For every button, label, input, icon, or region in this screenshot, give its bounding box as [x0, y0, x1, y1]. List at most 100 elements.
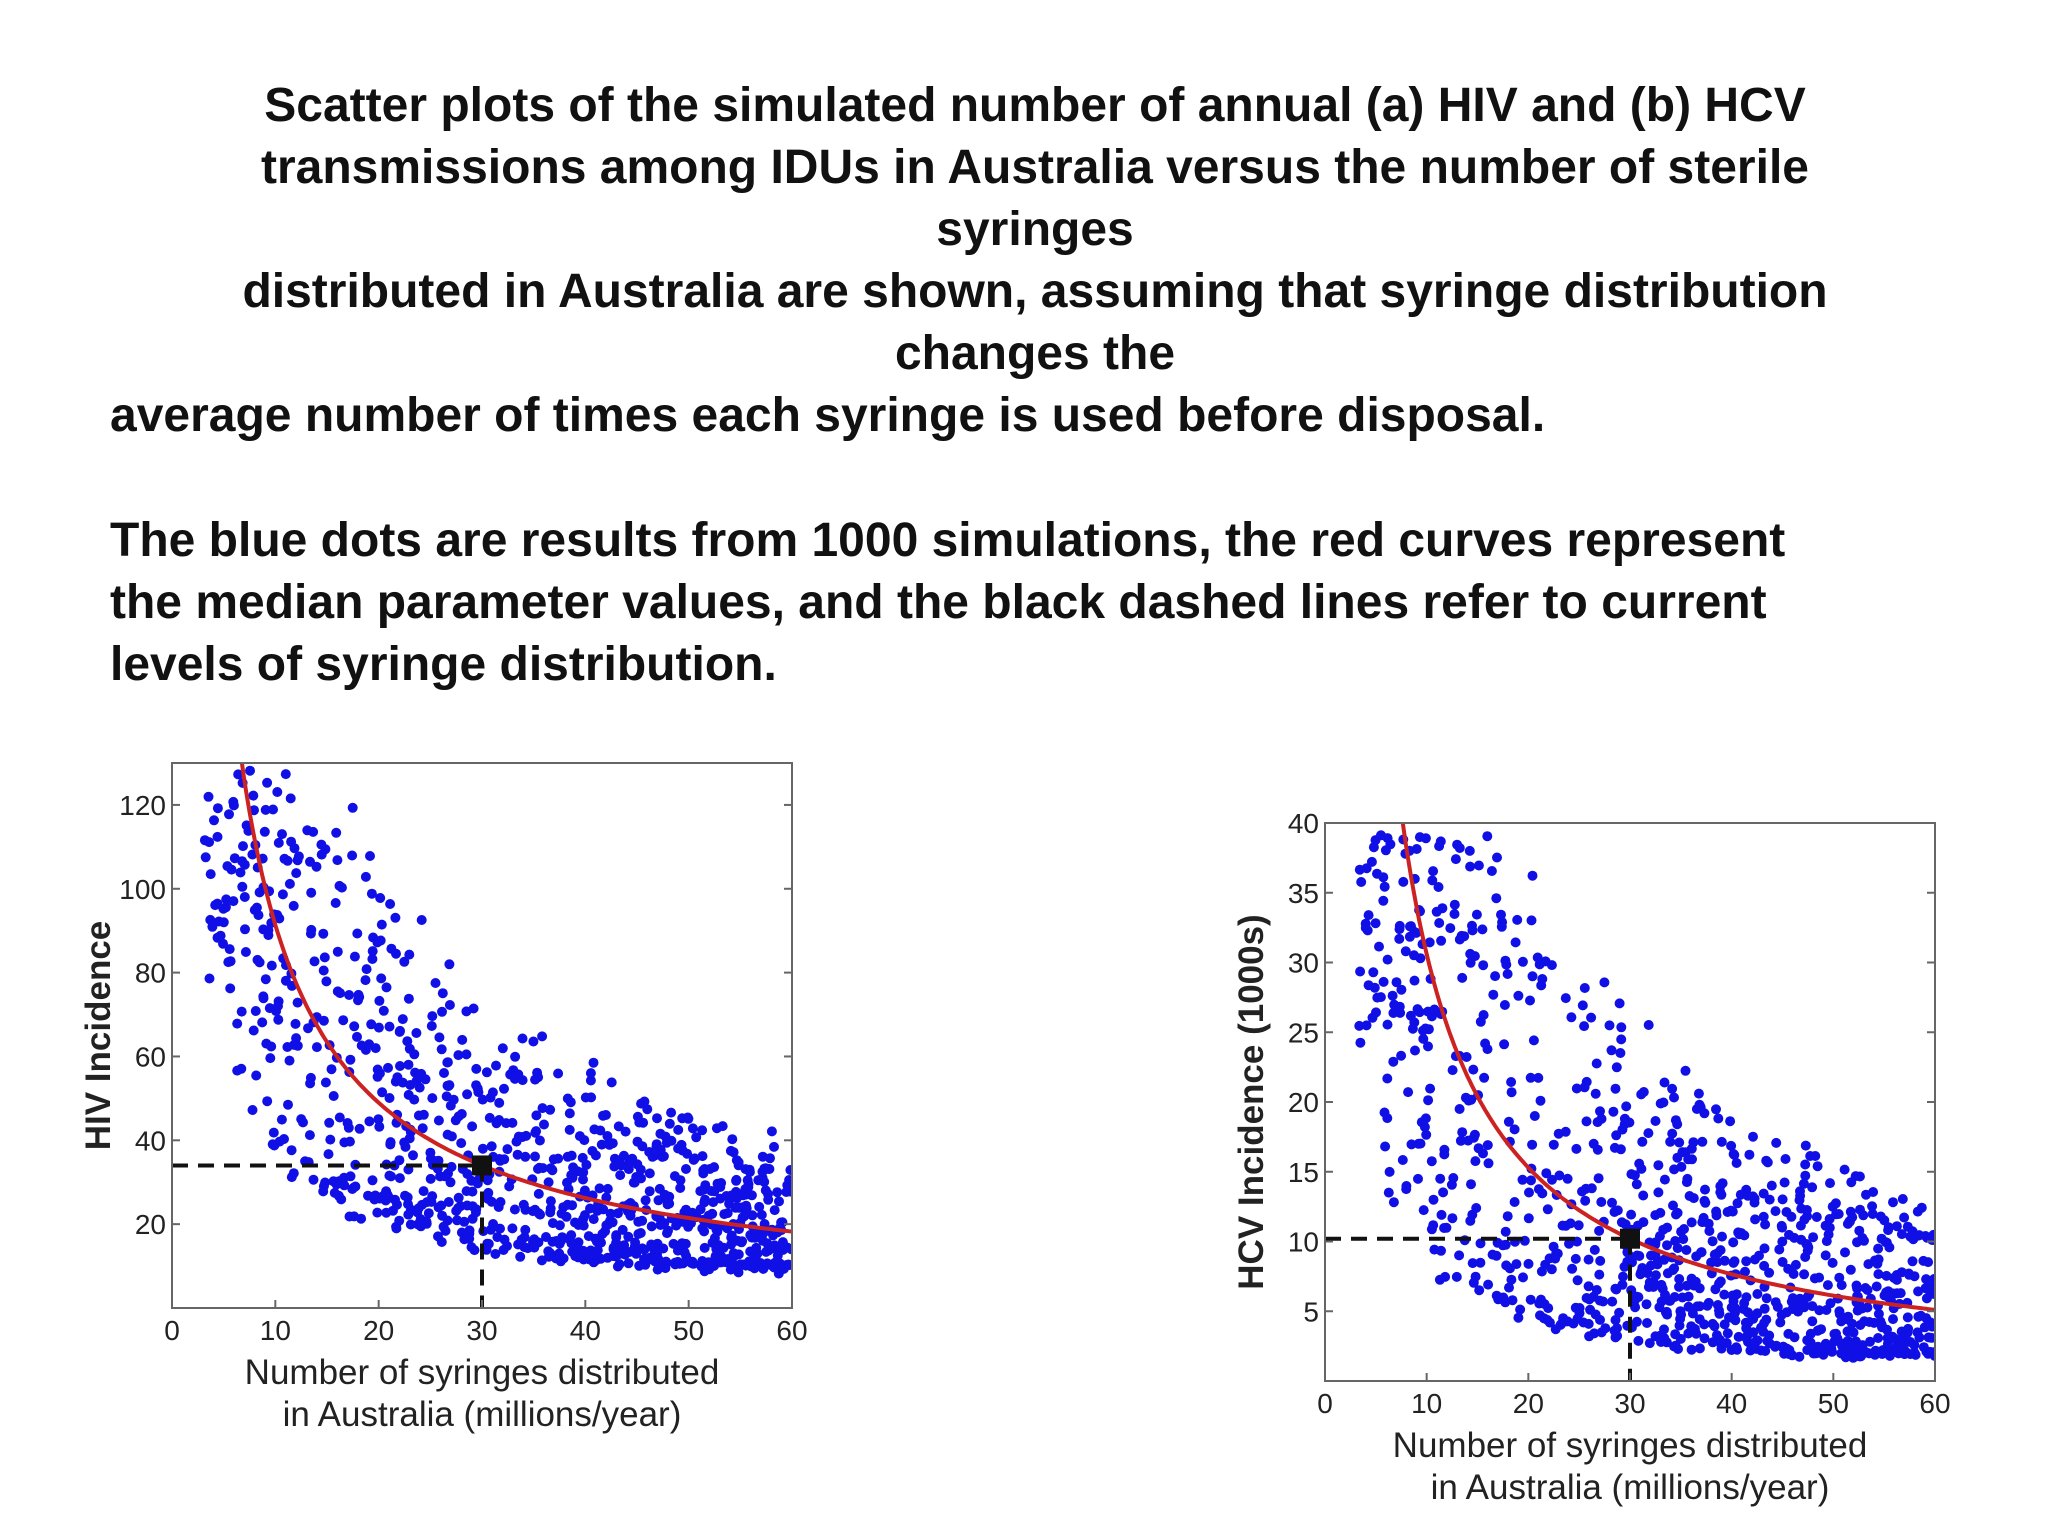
- hiv-data-point: [462, 1089, 473, 1100]
- hcv-data-point: [1726, 1140, 1737, 1151]
- hiv-data-point: [411, 1075, 422, 1086]
- hiv-data-point: [367, 946, 378, 957]
- hcv-data-point: [1899, 1212, 1910, 1223]
- hcv-data-point: [1907, 1256, 1918, 1267]
- hcv-data-point: [1659, 1324, 1669, 1335]
- hiv-data-point: [562, 1177, 572, 1188]
- hcv-data-point: [1787, 1293, 1798, 1304]
- hcv-data-point: [1867, 1201, 1878, 1212]
- hiv-data-point: [430, 978, 441, 988]
- hcv-data-point: [1895, 1288, 1906, 1299]
- hcv-data-point: [1503, 1116, 1514, 1127]
- hcv-data-point: [1644, 1338, 1655, 1349]
- hcv-data-point: [1636, 1089, 1647, 1100]
- hcv-data-point: [1834, 1272, 1845, 1283]
- hiv-data-point: [640, 1259, 651, 1270]
- hiv-data-point: [418, 1109, 429, 1120]
- hcv-data-point: [1436, 935, 1447, 946]
- hcv-data-point: [1914, 1230, 1925, 1241]
- hiv-data-point: [336, 1194, 347, 1205]
- hcv-data-point: [1553, 1128, 1564, 1139]
- hiv-data-point: [370, 1043, 381, 1054]
- hcv-data-point: [1905, 1349, 1916, 1360]
- hcv-data-point: [1566, 1012, 1577, 1023]
- hcv-data-point: [1564, 1238, 1574, 1249]
- hcv-data-point: [1834, 1309, 1845, 1319]
- hiv-data-point: [558, 1202, 569, 1213]
- hcv-data-point: [1567, 1263, 1578, 1274]
- hiv-data-point: [666, 1135, 677, 1146]
- hcv-data-point: [1662, 1268, 1673, 1279]
- hcv-data-point: [1683, 1328, 1694, 1339]
- hiv-data-point: [404, 949, 415, 960]
- hcv-data-point: [1509, 1197, 1520, 1207]
- hiv-x-axis-label-line-1: Number of syringes distributed: [245, 1353, 720, 1392]
- hcv-data-point: [1379, 1107, 1390, 1118]
- hcv-data-point: [1714, 1334, 1725, 1345]
- hcv-data-point: [1926, 1332, 1935, 1343]
- hiv-data-point: [728, 1147, 739, 1158]
- hcv-data-point: [1488, 989, 1499, 1000]
- hiv-data-point: [548, 1154, 559, 1165]
- hiv-data-point: [602, 1131, 613, 1141]
- hiv-data-point: [468, 1003, 479, 1014]
- hcv-data-point: [1654, 1231, 1665, 1242]
- hiv-data-point: [403, 1209, 414, 1220]
- hcv-ticks-layer: 0 10 20 30 40 50 60 5 10 15 20 25 30 35 40: [1288, 808, 1951, 1419]
- hiv-data-point: [662, 1199, 673, 1210]
- hiv-data-point: [477, 1094, 488, 1105]
- hiv-data-point: [427, 1011, 438, 1022]
- hiv-data-point: [438, 1221, 449, 1232]
- hcv-data-point: [1732, 1198, 1743, 1209]
- hcv-data-point: [1702, 1300, 1713, 1311]
- hcv-data-point: [1707, 1318, 1718, 1329]
- hiv-data-point: [551, 1236, 562, 1246]
- hcv-data-point: [1580, 1195, 1591, 1206]
- hcv-data-point: [1798, 1178, 1809, 1189]
- hcv-data-point: [1380, 845, 1391, 856]
- hcv-data-point: [1873, 1308, 1884, 1319]
- hiv-data-point: [711, 1224, 722, 1235]
- hcv-data-point: [1360, 922, 1371, 933]
- hcv-y-tick-label: 25: [1288, 1017, 1319, 1048]
- hiv-data-point: [329, 1187, 340, 1198]
- caption-line-7: The blue dots are results from 1000 simu…: [110, 514, 1786, 567]
- hcv-data-point: [1827, 1257, 1838, 1268]
- hcv-data-point: [1400, 946, 1411, 957]
- hiv-data-point: [433, 1231, 443, 1242]
- hcv-data-point: [1873, 1243, 1884, 1254]
- hcv-data-point: [1448, 1173, 1459, 1183]
- hcv-data-point: [1548, 1241, 1559, 1252]
- hcv-data-point: [1681, 1177, 1692, 1188]
- hcv-data-point: [1423, 1041, 1433, 1052]
- hiv-data-point: [374, 1193, 385, 1204]
- hiv-data-point: [566, 1238, 577, 1249]
- hiv-data-point: [212, 803, 223, 814]
- hcv-data-point: [1725, 1205, 1736, 1216]
- hcv-data-point: [1450, 854, 1461, 865]
- hiv-data-point: [746, 1190, 757, 1201]
- hiv-data-point: [237, 881, 248, 892]
- hiv-data-point: [252, 954, 263, 965]
- hcv-data-point: [1857, 1233, 1868, 1243]
- hcv-data-point: [1537, 1188, 1548, 1199]
- hcv-data-point: [1912, 1327, 1923, 1338]
- hiv-data-point: [410, 1067, 421, 1078]
- hiv-data-point: [386, 943, 397, 954]
- hiv-data-point: [461, 1186, 472, 1197]
- hcv-data-point: [1612, 1323, 1622, 1334]
- hcv-data-point: [1584, 1331, 1595, 1342]
- hcv-data-point: [1669, 1092, 1679, 1103]
- hcv-data-point: [1482, 1140, 1493, 1151]
- hiv-data-point: [697, 1256, 708, 1266]
- hcv-data-point: [1662, 1240, 1672, 1251]
- hcv-data-point: [1619, 1261, 1630, 1272]
- hcv-data-point: [1717, 1178, 1728, 1189]
- hcv-data-point: [1558, 1313, 1569, 1324]
- hcv-data-point: [1762, 1335, 1773, 1346]
- hcv-data-point: [1610, 1315, 1621, 1325]
- hiv-data-point: [247, 849, 258, 860]
- hcv-data-point: [1729, 1149, 1740, 1160]
- hiv-data-point: [384, 1170, 395, 1181]
- hcv-data-point: [1883, 1225, 1894, 1236]
